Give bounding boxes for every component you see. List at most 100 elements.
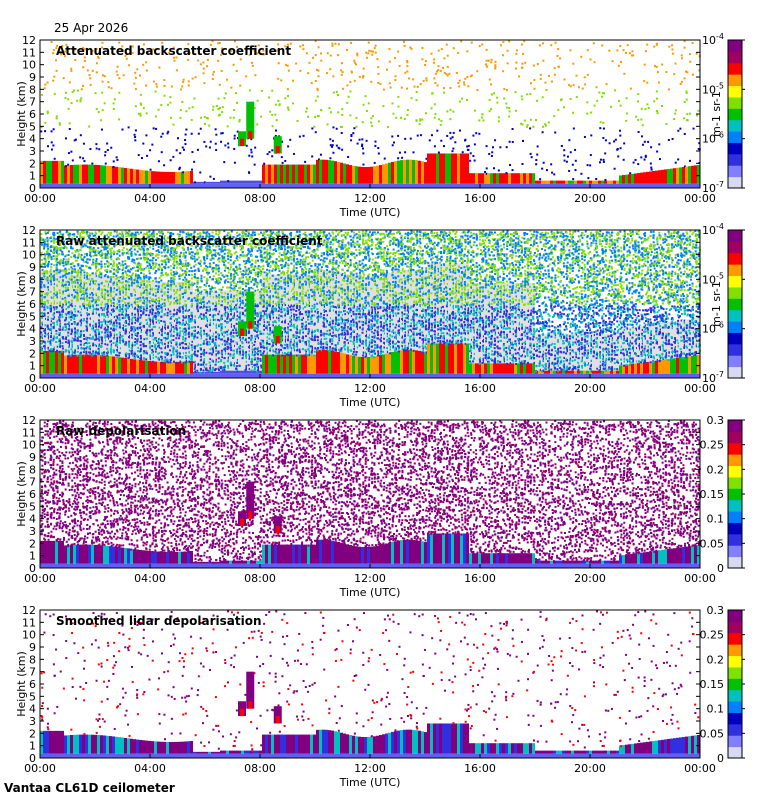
colorbar-segment <box>728 522 742 534</box>
colorbar-segment <box>728 51 742 63</box>
colorbar-segment <box>728 557 742 569</box>
colorbar-tick-label: 10-7 <box>702 370 724 385</box>
y-tick-label: 5 <box>29 500 36 513</box>
panel-title: Raw attenuated backscatter coefficient <box>56 234 323 248</box>
y-tick-label: 6 <box>29 678 36 691</box>
x-axis-label: Time (UTC) <box>339 586 401 599</box>
colorbar-segment <box>728 287 742 299</box>
x-axis-label: Time (UTC) <box>339 776 401 789</box>
y-tick-label: 4 <box>29 513 36 526</box>
colorbar-tick-label: 0.05 <box>700 537 725 550</box>
colorbar-tick-label: 10-7 <box>702 180 724 195</box>
y-tick-label: 11 <box>22 236 36 249</box>
x-tick-label: 04:00 <box>134 192 166 205</box>
panel-title: Raw depolarisation <box>56 424 186 438</box>
y-tick-label: 8 <box>29 83 36 96</box>
y-tick-label: 6 <box>29 108 36 121</box>
colorbar-segment <box>728 454 742 466</box>
colorbar-segment <box>728 712 742 724</box>
x-tick-label: 08:00 <box>244 572 276 585</box>
colorbar-tick-label: 0 <box>717 752 724 765</box>
colorbar-segment <box>728 431 742 443</box>
x-tick-label: 16:00 <box>464 762 496 775</box>
y-tick-label: 3 <box>29 525 36 538</box>
colorbar-segment <box>728 74 742 86</box>
colorbar-segment <box>728 724 742 736</box>
colorbar-segment <box>728 264 742 276</box>
y-tick-label: 7 <box>29 666 36 679</box>
colorbar-segment <box>728 142 742 154</box>
colorbar-segment <box>728 321 742 333</box>
colorbar-segment <box>728 678 742 690</box>
colorbar-segment <box>728 165 742 177</box>
colorbar-segment <box>728 690 742 702</box>
y-tick-label: 5 <box>29 310 36 323</box>
y-axis-label: Height (km) <box>15 651 28 717</box>
y-tick-label: 8 <box>29 463 36 476</box>
colorbar-segment <box>728 621 742 633</box>
y-tick-label: 10 <box>22 59 36 72</box>
x-tick-label: 12:00 <box>354 192 386 205</box>
colorbar-segment <box>728 230 742 242</box>
x-tick-label: 00:00 <box>24 572 56 585</box>
y-tick-label: 4 <box>29 323 36 336</box>
colorbar-segment <box>728 355 742 367</box>
x-tick-label: 16:00 <box>464 382 496 395</box>
y-axis-label: Height (km) <box>15 461 28 527</box>
y-axis-label: Height (km) <box>15 81 28 147</box>
y-tick-label: 10 <box>22 439 36 452</box>
y-tick-label: 3 <box>29 145 36 158</box>
colorbar-segment <box>728 367 742 379</box>
x-tick-label: 20:00 <box>574 572 606 585</box>
colorbar-segment <box>728 545 742 557</box>
colorbar-segment <box>728 108 742 120</box>
x-tick-label: 00:00 <box>24 762 56 775</box>
y-tick-label: 11 <box>22 46 36 59</box>
y-tick-label: 12 <box>22 224 36 237</box>
panel-2: Raw attenuated backscatter coefficient01… <box>15 222 745 409</box>
colorbar-segment <box>728 488 742 500</box>
colorbar-segment <box>728 667 742 679</box>
x-tick-label: 08:00 <box>244 192 276 205</box>
y-tick-label: 3 <box>29 715 36 728</box>
colorbar-segment <box>728 420 742 432</box>
y-tick-label: 11 <box>22 426 36 439</box>
colorbar-segment <box>728 63 742 75</box>
x-tick-label: 04:00 <box>134 762 166 775</box>
y-tick-label: 7 <box>29 476 36 489</box>
colorbar-segment <box>728 253 742 265</box>
y-tick-label: 12 <box>22 604 36 617</box>
x-tick-label: 20:00 <box>574 192 606 205</box>
x-axis-label: Time (UTC) <box>339 206 401 219</box>
y-tick-label: 1 <box>29 170 36 183</box>
colorbar-tick-label: 0.1 <box>707 513 725 526</box>
plot-area <box>40 610 700 758</box>
colorbar-segment <box>728 97 742 109</box>
colorbar-segment <box>728 241 742 253</box>
x-tick-label: 12:00 <box>354 382 386 395</box>
colorbar: 0.30.250.20.150.10.050 <box>700 414 746 575</box>
x-tick-label: 00:00 <box>684 572 716 585</box>
y-tick-label: 7 <box>29 286 36 299</box>
colorbar-segment <box>728 332 742 344</box>
x-tick-label: 12:00 <box>354 572 386 585</box>
colorbar-segment <box>728 477 742 489</box>
colorbar-segment <box>728 466 742 478</box>
x-tick-label: 00:00 <box>24 382 56 395</box>
y-tick-label: 5 <box>29 690 36 703</box>
colorbar-segment <box>728 298 742 310</box>
colorbar-tick-label: 0.3 <box>707 604 725 617</box>
colorbar-segment <box>728 701 742 713</box>
panel-4: Smoothed lidar depolarisation01234567891… <box>15 604 745 789</box>
y-tick-label: 2 <box>29 727 36 740</box>
y-tick-label: 12 <box>22 414 36 427</box>
x-tick-label: 12:00 <box>354 762 386 775</box>
colorbar-tick-label: 0.15 <box>700 678 725 691</box>
colorbar-tick-label: 10-4 <box>702 32 724 47</box>
colorbar-segment <box>728 40 742 52</box>
site-label: Vantaa CL61D ceilometer <box>4 781 175 795</box>
colorbar-segment <box>728 177 742 189</box>
colorbar-segment <box>728 656 742 668</box>
x-tick-label: 16:00 <box>464 572 496 585</box>
y-tick-label: 2 <box>29 347 36 360</box>
